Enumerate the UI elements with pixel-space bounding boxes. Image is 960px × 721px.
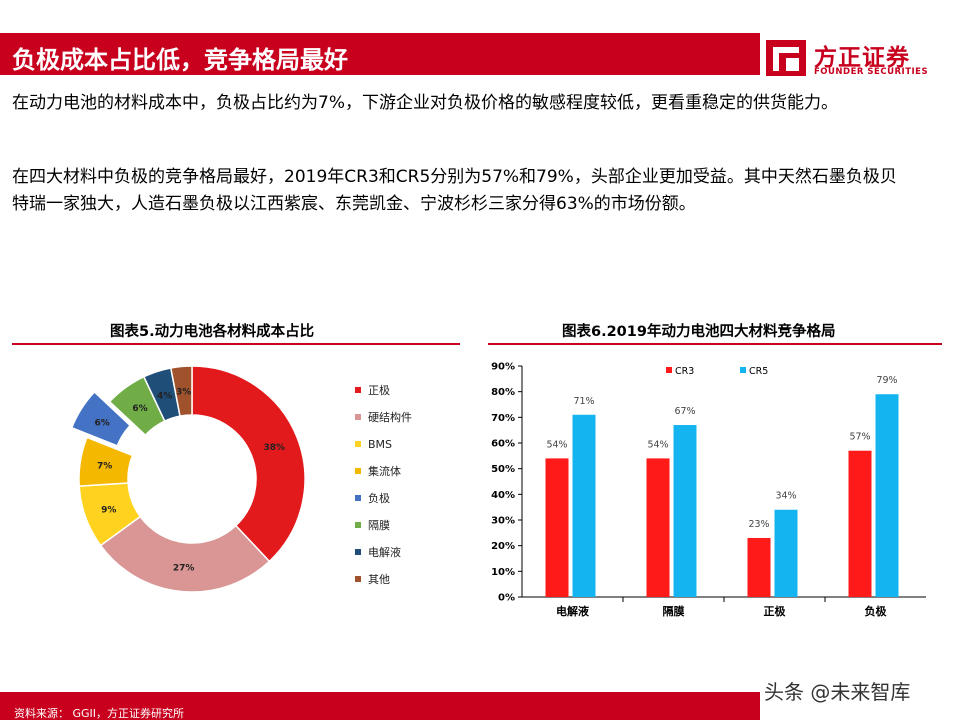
bar-CR3-2 [747, 537, 771, 597]
x-tick-label-3: 负极 [865, 604, 888, 618]
y-tick-label-2: 20% [491, 541, 515, 552]
logo-name-en: FOUNDER SECURITIES [814, 67, 929, 77]
donut-slice-label-7: 3% [176, 387, 191, 397]
page-title: 负极成本占比低，竞争格局最好 [12, 46, 348, 74]
legend-label-0: 正极 [368, 383, 390, 397]
footer-bar [0, 692, 760, 720]
paragraph-2: 在四大材料中负极的竞争格局最好，2019年CR3和CR5分别为57%和79%，头… [12, 167, 897, 214]
bar-label-CR3-3: 57% [849, 432, 870, 443]
donut-slice-label-3: 7% [97, 462, 112, 472]
legend-label-3: 集流体 [368, 464, 401, 478]
chart1-title-rule [12, 343, 460, 345]
bar-CR5-3 [875, 394, 899, 597]
chart1-title: 图表5.动力电池各材料成本占比 [110, 324, 315, 340]
footer-source: 资料来源： GGII，方正证券研究所 [14, 707, 185, 720]
legend-swatch-1 [355, 414, 361, 420]
legend-label-1: 硬结构件 [368, 410, 412, 424]
x-tick-label-2: 正极 [764, 604, 787, 618]
logo-name-cn: 方正证券 [814, 45, 910, 71]
bar-label-CR3-0: 54% [546, 439, 567, 450]
bar-label-CR5-0: 71% [573, 396, 594, 407]
watermark: 头条 @未来智库 [764, 680, 911, 704]
bar-chart: 0% 10% 20% 30% 40% 50% 60% 70% 80% 90% 电解液 54% 71% 隔膜… [491, 362, 926, 618]
donut-slice-label-4: 6% [94, 418, 109, 428]
legend-swatch-4 [355, 495, 361, 501]
legend-swatch-7 [355, 576, 361, 582]
donut-slice-label-5: 6% [132, 404, 147, 414]
bar-legend-swatch-1 [740, 367, 746, 373]
legend-swatch-3 [355, 468, 361, 474]
bar-label-CR5-3: 79% [876, 375, 897, 386]
y-tick-label-8: 80% [491, 387, 515, 398]
bar-CR5-0 [572, 414, 596, 597]
paragraph-1: 在动力电池的材料成本中，负极占比约为7%，下游企业对负极价格的敏感程度较低，更看… [12, 93, 838, 113]
bar-CR3-1 [646, 458, 670, 597]
bar-label-CR5-2: 34% [775, 491, 796, 502]
legend-label-4: 负极 [368, 491, 390, 505]
y-tick-label-4: 40% [491, 490, 515, 501]
bar-legend-swatch-0 [666, 367, 672, 373]
donut-slice-1 [99, 515, 271, 593]
donut-slice-label-0: 38% [264, 443, 286, 453]
y-tick-label-7: 70% [491, 413, 515, 424]
bar-CR5-2 [774, 509, 798, 597]
chart2-title: 图表6.2019年动力电池四大材料竞争格局 [562, 324, 836, 340]
donut-slice-label-2: 9% [101, 505, 116, 515]
legend-swatch-6 [355, 549, 361, 555]
donut-slice-label-1: 27% [173, 564, 195, 574]
legend-swatch-2 [355, 441, 361, 447]
logo: 方正证券 FOUNDER SECURITIES [766, 38, 956, 80]
y-tick-label-9: 90% [491, 362, 515, 373]
legend-label-2: BMS [368, 438, 392, 451]
donut-slice-4 [70, 390, 132, 447]
y-tick-label-3: 30% [491, 516, 515, 527]
y-tick-label-5: 50% [491, 464, 515, 475]
bar-legend-label-1: CR5 [749, 366, 768, 377]
title-bar: 负极成本占比低，竞争格局最好 [0, 33, 760, 75]
donut-slice-7 [169, 365, 193, 418]
bar-CR3-0 [545, 458, 569, 597]
bar-CR5-1 [673, 425, 697, 597]
bar-label-CR3-2: 23% [748, 519, 769, 530]
founder-logo-icon [766, 40, 806, 76]
chart2-title-rule [488, 343, 942, 345]
donut-slice-label-6: 4% [157, 391, 172, 401]
donut-slice-0 [191, 365, 306, 563]
legend-swatch-0 [355, 387, 361, 393]
bar-CR3-3 [848, 450, 872, 597]
legend-label-5: 隔膜 [368, 519, 390, 532]
legend-swatch-5 [355, 522, 361, 528]
y-tick-label-1: 10% [491, 567, 515, 578]
donut-slice-3 [78, 436, 134, 487]
legend-label-7: 其他 [368, 573, 390, 586]
y-tick-label-0: 0% [498, 593, 515, 604]
legend-label-6: 电解液 [368, 545, 401, 559]
bar-legend-label-0: CR3 [675, 366, 694, 377]
bar-label-CR5-1: 67% [674, 406, 695, 417]
x-tick-label-0: 电解液 [556, 604, 590, 618]
y-tick-label-6: 60% [491, 439, 515, 450]
bar-label-CR3-1: 54% [647, 439, 668, 450]
x-tick-label-1: 隔膜 [663, 604, 685, 618]
